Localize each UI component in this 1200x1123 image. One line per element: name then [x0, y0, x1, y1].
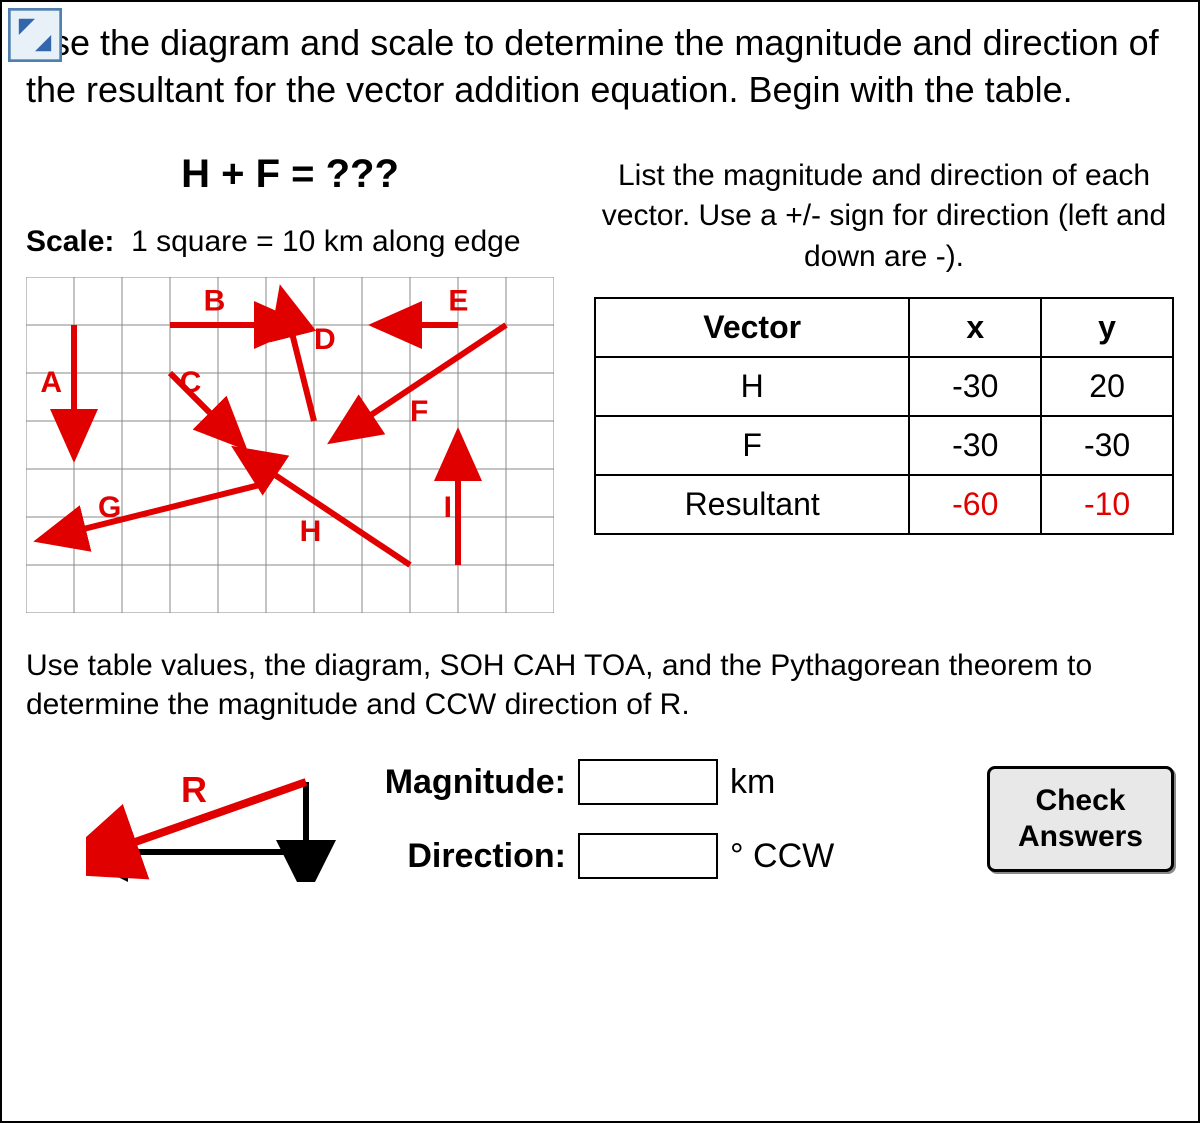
vector-table: Vector x y H-3020F-30-30Resultant-60-10 [594, 297, 1174, 535]
col-x: x [909, 298, 1041, 357]
cell-y: -30 [1041, 416, 1173, 475]
vector-label-G: G [98, 491, 121, 524]
direction-unit: ° CCW [730, 837, 834, 876]
magnitude-input[interactable] [578, 759, 718, 805]
check-answers-button[interactable]: CheckAnswers [987, 766, 1174, 872]
vector-label-E: E [448, 284, 468, 317]
scale-text: 1 square = 10 km along edge [131, 225, 520, 258]
vector-diagram: A B C D E F G H I [26, 277, 554, 618]
cell-x: -60 [909, 475, 1041, 534]
equation: H + F = ??? [26, 152, 554, 197]
cell-vec: H [595, 357, 909, 416]
vector-label-H: H [300, 515, 322, 548]
col-y: y [1041, 298, 1173, 357]
scale-line: Scale: 1 square = 10 km along edge [26, 225, 554, 259]
vector-label-I: I [444, 491, 452, 524]
cell-x: -30 [909, 416, 1041, 475]
cell-vec: Resultant [595, 475, 909, 534]
direction-input[interactable] [578, 833, 718, 879]
resultant-diagram: R [86, 752, 346, 887]
check-button-label: CheckAnswers [1018, 784, 1143, 853]
vector-label-A: A [40, 366, 62, 399]
cell-x: -30 [909, 357, 1041, 416]
cell-vec: F [595, 416, 909, 475]
magnitude-label: Magnitude: [366, 763, 566, 802]
vector-label-F: F [410, 395, 428, 428]
direction-label: Direction: [366, 837, 566, 876]
problem-frame: Use the diagram and scale to determine t… [0, 0, 1200, 1123]
magnitude-unit: km [730, 763, 775, 802]
table-row: H-3020 [595, 357, 1173, 416]
cell-y: -10 [1041, 475, 1173, 534]
collapse-icon[interactable] [8, 8, 62, 62]
r-label: R [181, 769, 207, 810]
vector-label-B: B [204, 284, 226, 317]
col-vector: Vector [595, 298, 909, 357]
cell-y: 20 [1041, 357, 1173, 416]
vector-label-C: C [180, 366, 202, 399]
scale-label: Scale: [26, 225, 114, 258]
instruction-text: Use the diagram and scale to determine t… [26, 20, 1174, 114]
instruction-2: Use table values, the diagram, SOH CAH T… [26, 646, 1174, 724]
table-row: F-30-30 [595, 416, 1173, 475]
vector-label-D: D [314, 323, 336, 356]
vector-list-instruction: List the magnitude and direction of each… [594, 156, 1174, 278]
table-row: Resultant-60-10 [595, 475, 1173, 534]
